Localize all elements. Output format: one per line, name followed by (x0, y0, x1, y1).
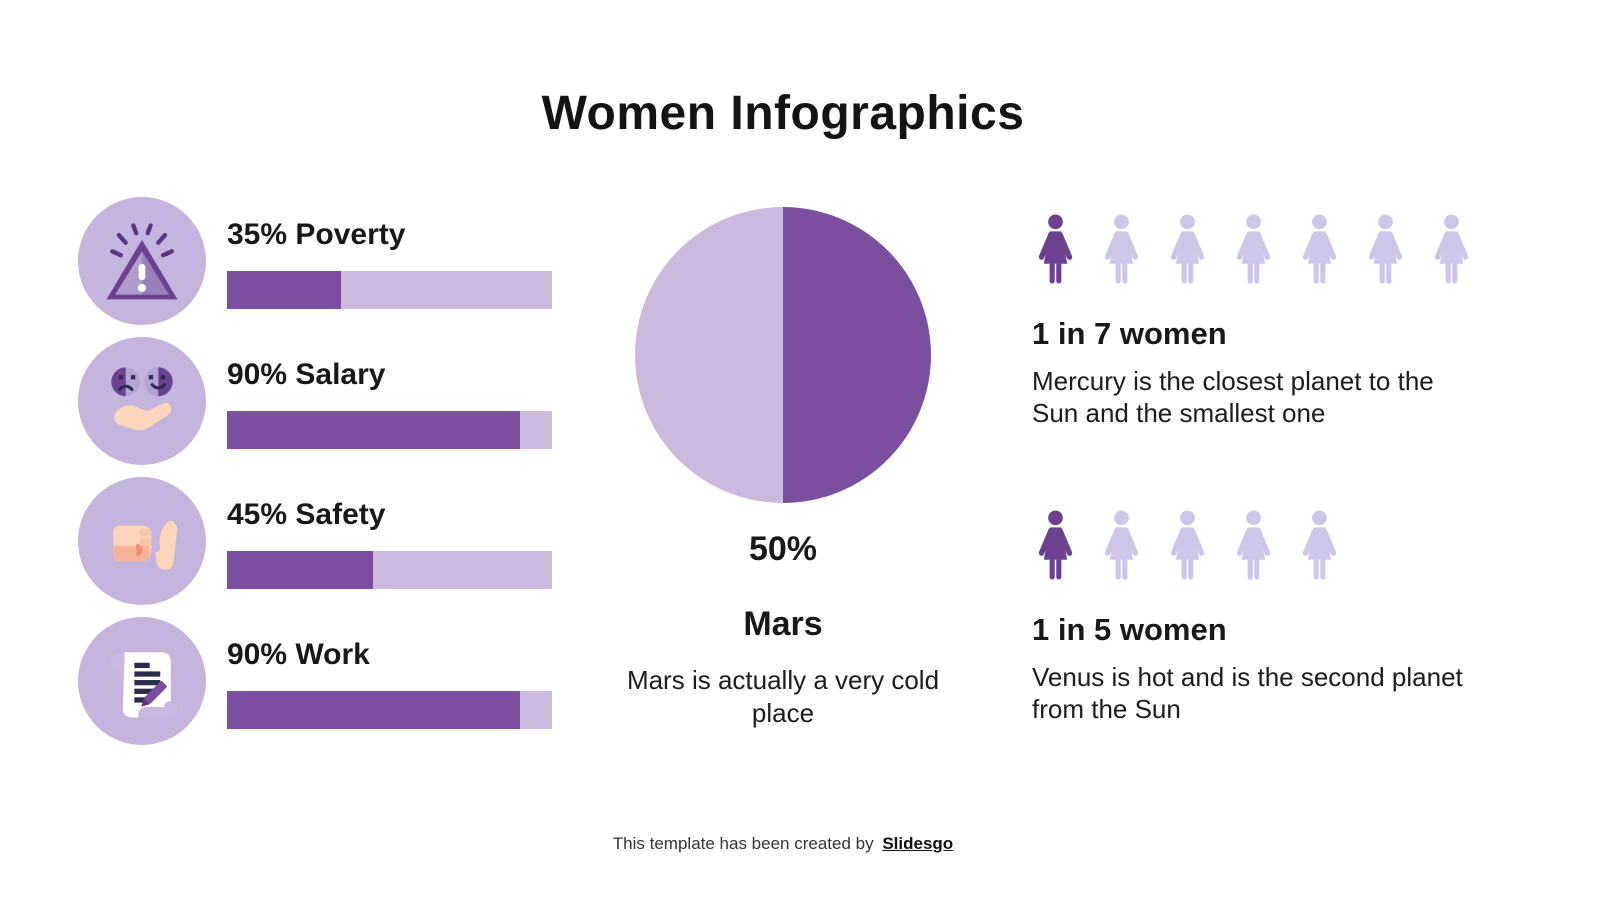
pictograph-group-1: 1 in 7 women Mercury is the closest plan… (1032, 203, 1502, 429)
progress-bar-fill (227, 551, 374, 589)
woman-icon (1296, 499, 1343, 591)
progress-stats-section: 35% Poverty (78, 197, 552, 757)
progress-bar (227, 411, 552, 449)
credit-text: This template has been created by (612, 834, 874, 853)
stat-row-salary: 90% Salary (78, 337, 552, 465)
stat-row-work: 90% Work (78, 617, 552, 745)
stat-body: 35% Poverty (227, 197, 552, 325)
stat-row-safety: 45% Safety (78, 477, 552, 605)
pictograph-row-1-in-5 (1032, 499, 1502, 591)
woman-icon (1098, 203, 1145, 295)
woman-icon (1032, 499, 1079, 591)
pictograph-label: 1 in 7 women (1032, 316, 1227, 351)
pictograph-description: Venus is hot and is the second planet fr… (1032, 662, 1463, 724)
woman-icon (1164, 203, 1211, 295)
contract-scroll-icon (78, 617, 206, 745)
pie-description: Mars is actually a very cold place (626, 665, 940, 728)
progress-bar-fill (227, 691, 520, 729)
warning-icon (78, 197, 206, 325)
stat-body: 45% Safety (227, 477, 552, 605)
slidesgo-link[interactable]: Slidesgo (882, 834, 954, 853)
stat-body: 90% Salary (227, 337, 552, 465)
stat-label: 35% Poverty (227, 218, 406, 251)
woman-icon (1362, 203, 1409, 295)
woman-icon (1428, 203, 1475, 295)
progress-bar-fill (227, 271, 341, 309)
pictograph-section: 1 in 7 women Mercury is the closest plan… (1032, 203, 1502, 725)
stat-row-poverty: 35% Poverty (78, 197, 552, 325)
woman-icon (1230, 203, 1277, 295)
page-title: Women Infographics (541, 87, 1025, 140)
stat-label: 90% Work (227, 638, 370, 671)
woman-icon (1098, 499, 1145, 591)
woman-icon (1296, 203, 1343, 295)
faces-hand-icon (78, 337, 206, 465)
pictograph-label: 1 in 5 women (1032, 612, 1227, 647)
stat-label: 45% Safety (227, 498, 386, 531)
pie-section: 50% Mars Mars is actually a very cold pl… (627, 207, 939, 730)
pictograph-row-1-in-7 (1032, 203, 1502, 295)
pie-chart (635, 207, 931, 503)
woman-icon (1032, 203, 1079, 295)
woman-icon (1230, 499, 1277, 591)
pie-percentage: 50% (748, 530, 818, 568)
pie-title: Mars (743, 605, 823, 643)
woman-icon (1164, 499, 1211, 591)
progress-bar (227, 271, 552, 309)
progress-bar (227, 551, 552, 589)
pictograph-group-2: 1 in 5 women Venus is hot and is the sec… (1032, 499, 1502, 725)
fist-hand-icon (78, 477, 206, 605)
stat-body: 90% Work (227, 617, 552, 745)
pictograph-description: Mercury is the closest planet to the Sun… (1032, 366, 1434, 428)
progress-bar (227, 691, 552, 729)
stat-label: 90% Salary (227, 358, 386, 391)
footer-credit: This template has been created by Slides… (0, 834, 1566, 854)
progress-bar-fill (227, 411, 520, 449)
